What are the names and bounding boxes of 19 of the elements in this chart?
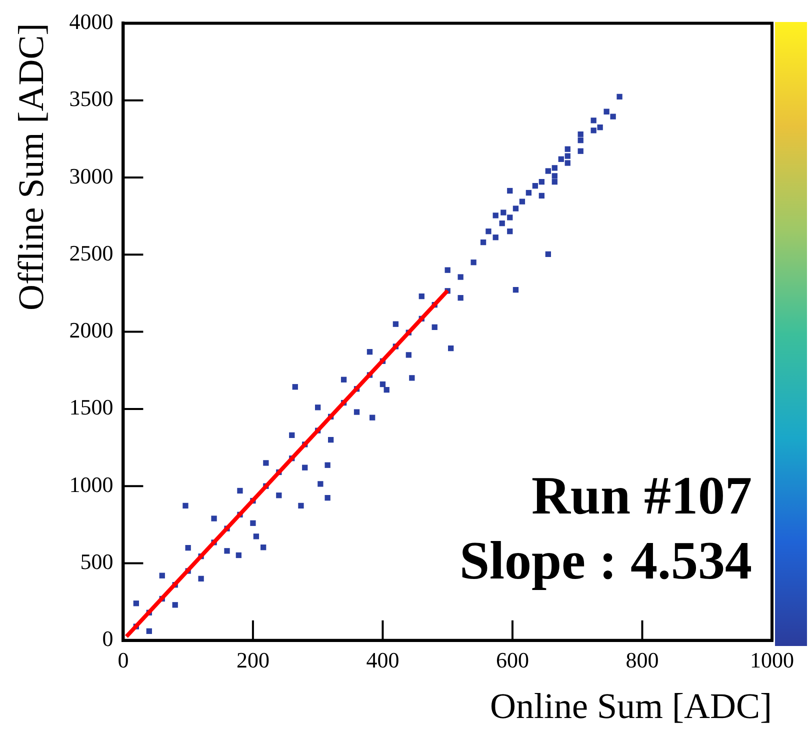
y-tick-label: 3000 — [69, 163, 114, 188]
y-tick-label: 3500 — [69, 86, 114, 112]
y-tick-label: 4000 — [69, 8, 114, 34]
annotation: Slope : 4.534 — [459, 530, 752, 590]
annotation: Run #107 — [531, 465, 752, 526]
y-tick-label: 2000 — [69, 318, 114, 343]
x-tick-label: 200 — [236, 647, 270, 672]
x-tick-label: 400 — [366, 647, 400, 672]
y-tick-label: 1000 — [69, 472, 114, 497]
y-tick-label: 1500 — [69, 394, 114, 420]
x-tick-label: 1000 — [750, 647, 794, 672]
x-tick-label: 0 — [118, 647, 129, 672]
y-tick-label: 500 — [80, 549, 114, 574]
y-tick-label: 0 — [102, 626, 114, 652]
y-tick-label: 2500 — [69, 240, 114, 266]
x-tick-label: 600 — [496, 647, 529, 672]
y-axis-title: Offline Sum [ADC] — [11, 23, 52, 311]
x-tick-label: 800 — [626, 647, 659, 672]
x-axis-title: Online Sum [ADC] — [490, 686, 772, 726]
